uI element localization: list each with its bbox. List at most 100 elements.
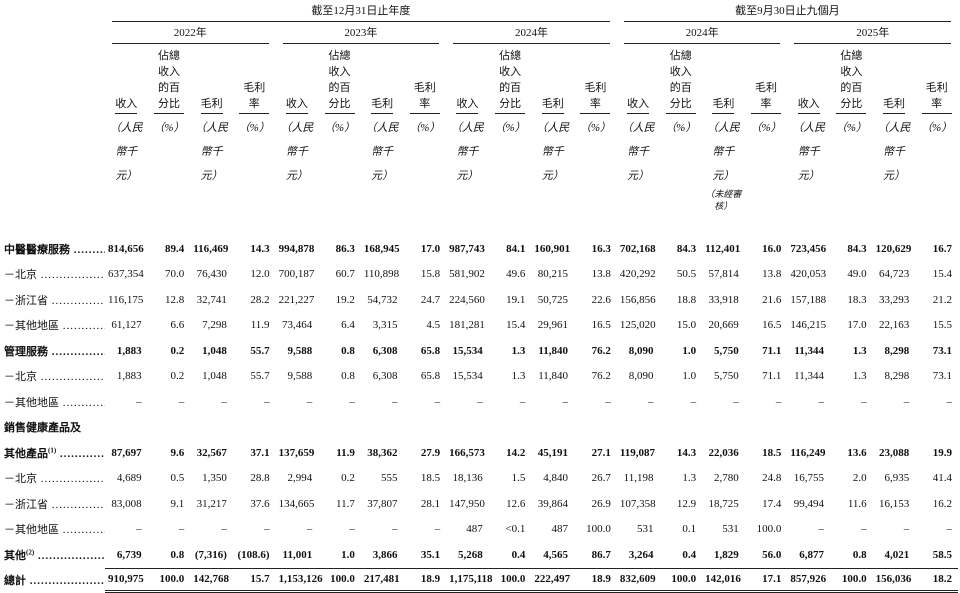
cell: 120,629 — [873, 236, 916, 262]
table-row: －其他地區–––––––––––––––––––– — [0, 389, 958, 415]
cell: 116,249 — [787, 440, 830, 466]
cell: 50.5 — [659, 262, 702, 288]
cell: 1,829 — [702, 542, 745, 568]
cell: 1.3 — [830, 338, 873, 364]
unit-header: （人民幣千元） — [446, 114, 489, 212]
unit-row: （人民幣千元） （%） （人民幣千元） （%） （人民幣千元） （%） （人民幣千元） （%）… — [0, 114, 958, 212]
cell: 23,088 — [873, 440, 916, 466]
cell: 11.9 — [318, 440, 361, 466]
cell: 28.8 — [233, 466, 276, 492]
cell: 100.0 — [745, 517, 788, 543]
cell: 2,994 — [276, 466, 319, 492]
column-header: 佔總收入的百分比 — [659, 44, 702, 114]
cell: 9,588 — [276, 364, 319, 390]
column-header: 收入 — [617, 44, 660, 114]
cell: 58.5 — [915, 542, 958, 568]
cell: 6,935 — [873, 466, 916, 492]
column-title: 收入 — [115, 96, 137, 114]
cell: 17.4 — [745, 491, 788, 517]
cell: 11,840 — [531, 338, 574, 364]
year-label: 2022年 — [112, 24, 269, 44]
cell: 21.6 — [745, 287, 788, 313]
cell: – — [233, 389, 276, 415]
column-header: 毛利率 — [745, 44, 788, 114]
unit: （%） — [836, 116, 867, 140]
cell: 6.4 — [318, 313, 361, 339]
cell: 0.4 — [489, 542, 532, 568]
row-label: 總計 — [0, 568, 105, 593]
cell: 14.3 — [659, 440, 702, 466]
cell: 14.2 — [489, 440, 532, 466]
cell: 420,292 — [617, 262, 660, 288]
cell: 99,494 — [787, 491, 830, 517]
cell: 3,866 — [361, 542, 404, 568]
cell: 147,950 — [446, 491, 489, 517]
cell: 1.3 — [489, 338, 532, 364]
cell: 116,469 — [190, 236, 233, 262]
unit-header: （%） — [574, 114, 617, 212]
cell: 1,048 — [190, 364, 233, 390]
cell: 0.4 — [659, 542, 702, 568]
unit: （%） — [921, 116, 952, 140]
cell: 531 — [617, 517, 660, 543]
cell: – — [148, 517, 191, 543]
cell: 45,191 — [531, 440, 574, 466]
unit-header: （%） — [659, 114, 702, 212]
cell: – — [190, 517, 233, 543]
cell: 1,048 — [190, 338, 233, 364]
cell: 8,298 — [873, 338, 916, 364]
cell: 12.8 — [148, 287, 191, 313]
unaudited-note: （未經審核） — [705, 188, 742, 212]
column-header: 毛利 — [190, 44, 233, 114]
cell: – — [361, 517, 404, 543]
cell: – — [403, 389, 446, 415]
column-header: 佔總收入的百分比 — [318, 44, 361, 114]
unit-header: （人民幣千元） — [105, 114, 148, 212]
cell: 5,750 — [702, 338, 745, 364]
cell: 76.2 — [574, 364, 617, 390]
cell: 142,016 — [702, 568, 745, 593]
cell: 11.7 — [318, 491, 361, 517]
cell: 32,567 — [190, 440, 233, 466]
cell: 137,659 — [276, 440, 319, 466]
cell: 17.0 — [403, 236, 446, 262]
cell: <0.1 — [489, 517, 532, 543]
unit: （人民幣千元） — [194, 116, 230, 188]
cell: 2,780 — [702, 466, 745, 492]
cell: 168,945 — [361, 236, 404, 262]
cell: 84.1 — [489, 236, 532, 262]
cell: 17.0 — [830, 313, 873, 339]
cell: – — [276, 517, 319, 543]
cell: 27.1 — [574, 440, 617, 466]
cell: 7,298 — [190, 313, 233, 339]
unit: （人民幣千元） — [279, 116, 315, 188]
column-header: 毛利率 — [574, 44, 617, 114]
unit: （%） — [750, 116, 781, 140]
cell: 0.1 — [659, 517, 702, 543]
cell: 160,901 — [531, 236, 574, 262]
cell: 18.9 — [403, 568, 446, 593]
cell: 86.7 — [574, 542, 617, 568]
cell: 1.3 — [659, 466, 702, 492]
spacer — [0, 212, 958, 236]
cell: 222,497 — [531, 568, 574, 593]
group-header: 截至12月31日止年度 — [105, 0, 617, 22]
column-title: 毛利率 — [751, 80, 781, 114]
cell: 13.8 — [574, 262, 617, 288]
cell: 11,198 — [617, 466, 660, 492]
cell: 4.5 — [403, 313, 446, 339]
cell: 86.3 — [318, 236, 361, 262]
cell: – — [233, 517, 276, 543]
unit-header: （%） — [915, 114, 958, 212]
cell: 89.4 — [148, 236, 191, 262]
cell: 100.0 — [659, 568, 702, 593]
cell: 100.0 — [574, 517, 617, 543]
cell: 18.2 — [915, 568, 958, 593]
cell: 14.3 — [233, 236, 276, 262]
cell: – — [105, 389, 148, 415]
cell: 0.8 — [318, 338, 361, 364]
cell: 0.8 — [318, 364, 361, 390]
column-header: 毛利 — [531, 44, 574, 114]
column-header: 收入 — [446, 44, 489, 114]
cell: 531 — [702, 517, 745, 543]
